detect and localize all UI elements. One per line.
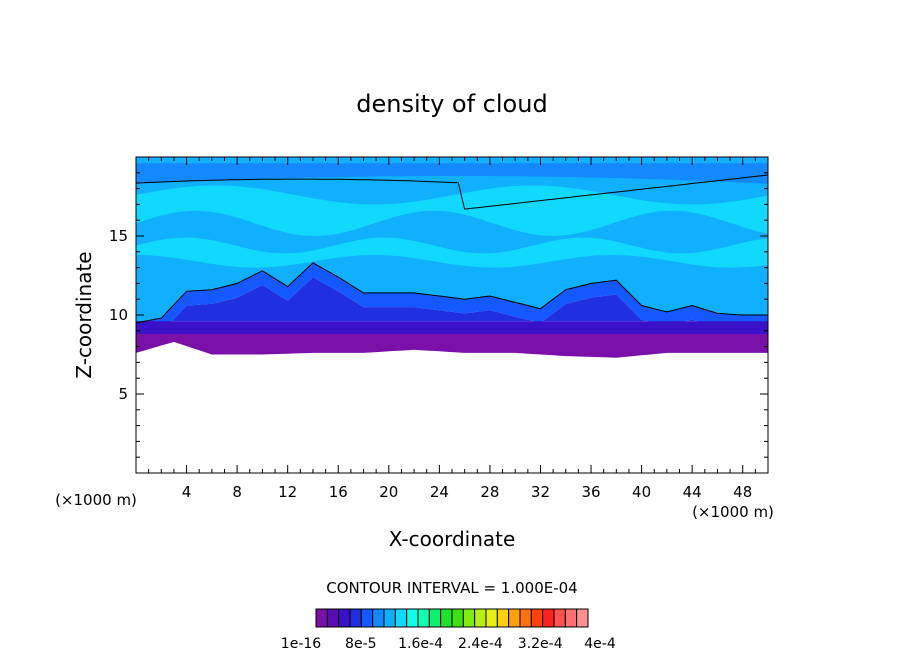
colorbar-swatch — [428, 608, 442, 628]
mid-cloud-band — [136, 277, 768, 338]
x-tick-label: 12 — [278, 483, 297, 501]
y-tick-label: 15 — [109, 227, 128, 245]
colorbar-swatch — [338, 608, 351, 628]
chart-title: density of cloud — [356, 90, 547, 118]
x-tick-label: 16 — [329, 483, 348, 501]
density-field — [136, 157, 768, 358]
colorbar-label: 1.6e-4 — [398, 636, 443, 652]
colorbar-labels: 1e-16 8e-5 1.6e-4 2.4e-4 3.2e-4 4e-4 — [281, 636, 616, 652]
y-tick-label: 5 — [118, 385, 128, 403]
colorbar-swatch — [474, 608, 487, 628]
colorbar-swatch — [485, 608, 498, 628]
x-tick-label: 36 — [581, 483, 600, 501]
y-axis: 5 10 15 — [109, 172, 768, 458]
colorbar-swatch — [508, 608, 521, 628]
x-axis-label: X-coordinate — [389, 527, 516, 551]
colorbar-swatch — [462, 608, 476, 628]
colorbar-swatch — [542, 608, 555, 628]
colorbar-label: 4e-4 — [584, 636, 616, 652]
lower-cloud-band — [136, 321, 768, 334]
x-tick-label: 8 — [232, 483, 242, 501]
x-tick-label: 28 — [480, 483, 499, 501]
colorbar-swatch — [564, 608, 578, 628]
x-tick-label: 20 — [379, 483, 398, 501]
x-tick-label: 40 — [632, 483, 651, 501]
colorbar-swatch — [496, 608, 510, 628]
light-layer-band — [136, 185, 768, 236]
light-layer-band — [136, 237, 768, 268]
contour-interval-text: CONTOUR INTERVAL = 1.000E-04 — [326, 579, 577, 597]
y-axis-label: Z-coordinate — [72, 251, 96, 378]
colorbar-label: 3.2e-4 — [518, 636, 563, 652]
top-layer-band — [136, 163, 768, 184]
colorbar-swatch — [326, 608, 340, 628]
colorbar-swatch — [440, 608, 453, 628]
colorbar-swatch — [315, 608, 328, 628]
contour-line — [136, 174, 768, 210]
colorbar-swatch — [519, 608, 532, 628]
colorbar-swatch — [372, 608, 385, 628]
x-tick-label: 44 — [683, 483, 702, 501]
colorbar-swatch — [576, 608, 589, 628]
colorbar-swatch — [553, 608, 566, 628]
colorbar-label: 1e-16 — [281, 636, 321, 652]
colorbar-label: 2.4e-4 — [458, 636, 503, 652]
colorbar-swatch — [394, 608, 408, 628]
contour-line — [136, 262, 768, 324]
x-unit-left: (×1000 m) — [55, 491, 137, 509]
x-tick-label: 48 — [733, 483, 752, 501]
colorbar-swatch — [417, 608, 430, 628]
x-tick-label: 32 — [531, 483, 550, 501]
colorbar-swatch — [349, 608, 362, 628]
colorbar-swatch — [530, 608, 544, 628]
colorbar-swatch — [360, 608, 374, 628]
y-tick-label: 10 — [109, 306, 128, 324]
colorbar-label: 8e-5 — [345, 636, 376, 652]
colorbar-swatch — [451, 608, 464, 628]
colorbar-swatch — [383, 608, 396, 628]
x-unit-right: (×1000 m) — [692, 503, 774, 521]
x-tick-label: 24 — [430, 483, 449, 501]
colorbar-swatch — [406, 608, 419, 628]
colorbar — [315, 608, 589, 628]
x-axis: 4 8 12 16 20 24 28 32 36 40 44 48 — [148, 157, 756, 501]
x-tick-label: 4 — [182, 483, 192, 501]
cloud-base-band — [136, 334, 768, 358]
